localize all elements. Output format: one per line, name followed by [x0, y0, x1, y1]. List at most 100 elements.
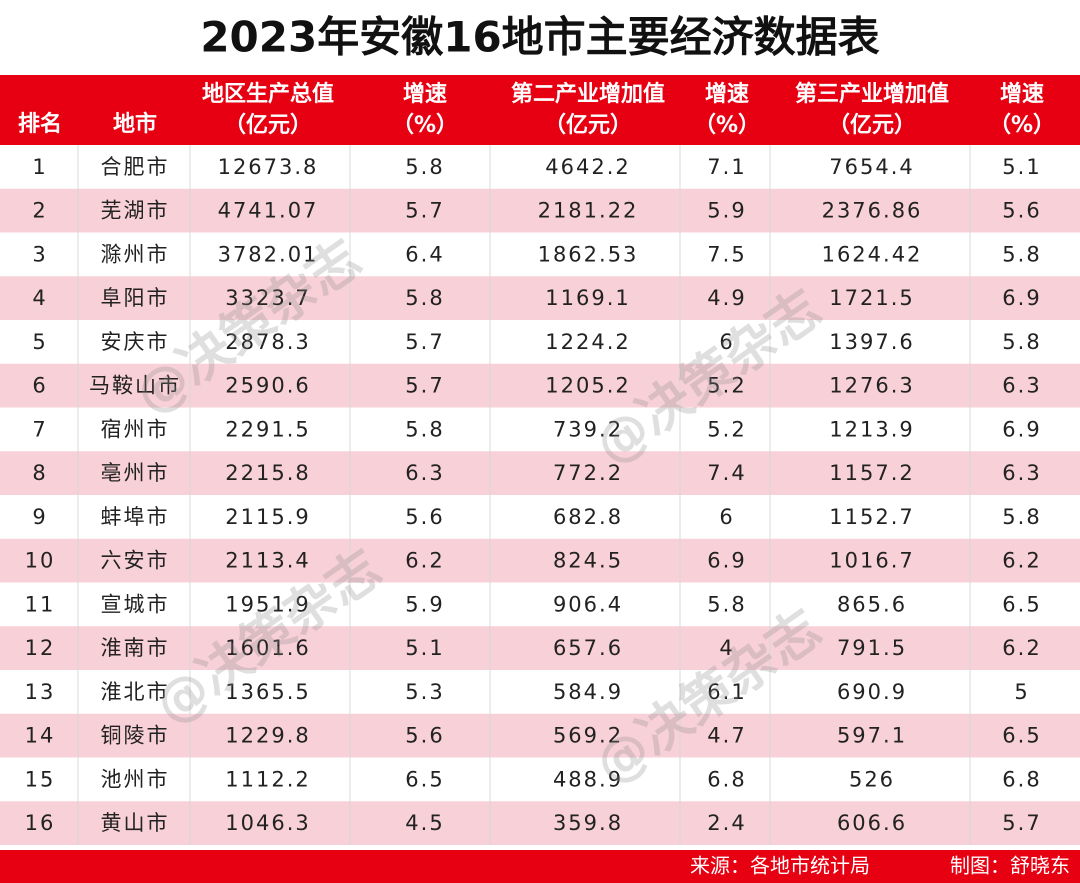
table-cell: 5.6	[1002, 199, 1041, 223]
table-cell: 606.6	[837, 811, 907, 835]
table-cell: 7.1	[707, 155, 746, 179]
row-band	[0, 276, 1080, 320]
row-band	[0, 538, 1080, 583]
table-cell: 1169.1	[545, 286, 630, 310]
table-cell: 4741.07	[218, 199, 319, 223]
table-cell: 5.6	[405, 505, 444, 529]
table-cell: 12	[25, 636, 56, 660]
header-band	[0, 75, 1080, 145]
table-cell: 亳州市	[101, 461, 170, 485]
table-cell: 5.7	[1002, 811, 1041, 835]
table-cell: 739.2	[553, 417, 623, 441]
table-cell: 4	[32, 286, 47, 310]
table-cell: 1152.7	[829, 505, 914, 529]
table-cell: 6.4	[405, 242, 444, 266]
header-cell: 地市	[113, 111, 157, 137]
table-cell: 6	[32, 374, 47, 398]
table-cell: 4.5	[405, 811, 444, 835]
table-cell: 5.8	[405, 286, 444, 310]
table-cell: 3323.7	[225, 286, 310, 310]
table-cell: 6.1	[707, 680, 746, 704]
table-cell: 7.4	[707, 461, 746, 485]
table-cell: 16	[25, 811, 56, 835]
table-cell: 6.5	[1002, 724, 1041, 748]
row-band	[0, 801, 1080, 845]
table-cell: 5.7	[405, 199, 444, 223]
table-cell: 1365.5	[225, 680, 310, 704]
table-cell: 584.9	[553, 680, 623, 704]
table-cell: 2.4	[707, 811, 746, 835]
table-cell: 1397.6	[829, 330, 914, 354]
header-cell: 第三产业增加值	[795, 81, 949, 107]
table-cell: 1624.42	[822, 242, 923, 266]
table-cell: 526	[849, 767, 895, 791]
table-cell: 7	[32, 417, 47, 441]
table-cell: 4.9	[707, 286, 746, 310]
table-cell: 6	[719, 505, 734, 529]
table-cell: 蚌埠市	[101, 505, 170, 529]
table-cell: 1862.53	[538, 242, 639, 266]
table-cell: 5.7	[405, 330, 444, 354]
header-cell: （亿元）	[828, 113, 916, 138]
table-cell: 2115.9	[225, 505, 310, 529]
table-cell: 12673.8	[218, 155, 319, 179]
header-cell: （%）	[989, 113, 1055, 138]
table-cell: 14	[25, 724, 56, 748]
table-cell: 682.8	[553, 505, 623, 529]
table-cell: 6.9	[1002, 417, 1041, 441]
table-cell: 宣城市	[101, 592, 170, 616]
table-cell: 9	[32, 505, 47, 529]
table-cell: 1	[32, 155, 47, 179]
table-cell: 1046.3	[225, 811, 310, 835]
table-cell: 7.5	[707, 242, 746, 266]
table-cell: 6.5	[405, 767, 444, 791]
table-cell: 6.8	[1002, 767, 1041, 791]
table-cell: 772.2	[553, 461, 623, 485]
table-cell: 4642.2	[545, 155, 630, 179]
header-cell: 增速	[1000, 81, 1044, 107]
table-cell: 铜陵市	[101, 724, 170, 748]
table-cell: 657.6	[553, 636, 623, 660]
table-cell: 7654.4	[829, 155, 914, 179]
table-cell: 906.4	[553, 592, 623, 616]
table-cell: 791.5	[837, 636, 907, 660]
row-band	[0, 363, 1080, 408]
table-cell: 6.8	[707, 767, 746, 791]
table-cell: 滁州市	[101, 242, 170, 266]
table-cell: 2113.4	[225, 549, 310, 573]
table-cell: 1276.3	[829, 374, 914, 398]
table-cell: 六安市	[101, 549, 170, 573]
table-cell: 马鞍山市	[89, 374, 181, 398]
table-cell: 芜湖市	[101, 199, 170, 223]
table-cell: 4.7	[707, 724, 746, 748]
table-cell: 8	[32, 461, 47, 485]
table-cell: 5.7	[405, 374, 444, 398]
table-cell: 597.1	[837, 724, 907, 748]
table-cell: 1112.2	[225, 767, 310, 791]
table-cell: 5.9	[405, 592, 444, 616]
table-cell: 1721.5	[829, 286, 914, 310]
table-cell: 5.6	[405, 724, 444, 748]
footer-source: 来源：各地市统计局	[690, 854, 870, 878]
table-cell: 6	[719, 330, 734, 354]
table-cell: 2	[32, 199, 47, 223]
table-cell: 1213.9	[829, 417, 914, 441]
table-cell: 2590.6	[225, 374, 310, 398]
table-cell: 10	[25, 549, 56, 573]
table-cell: 5.2	[707, 417, 746, 441]
table-cell: 359.8	[553, 811, 623, 835]
table-cell: 1205.2	[545, 374, 630, 398]
row-band	[0, 713, 1080, 758]
table-cell: 2291.5	[225, 417, 310, 441]
table-cell: 13	[25, 680, 56, 704]
footer-credit: 制图：舒晓东	[950, 854, 1070, 878]
table-cell: 5.9	[707, 199, 746, 223]
header-cell: （亿元）	[544, 113, 632, 138]
table-cell: 1157.2	[829, 461, 914, 485]
table-cell: 5	[32, 330, 47, 354]
table-cell: 3	[32, 242, 47, 266]
table-cell: 1016.7	[829, 549, 914, 573]
table-cell: 宿州市	[101, 417, 170, 441]
footer-band	[0, 850, 1080, 883]
